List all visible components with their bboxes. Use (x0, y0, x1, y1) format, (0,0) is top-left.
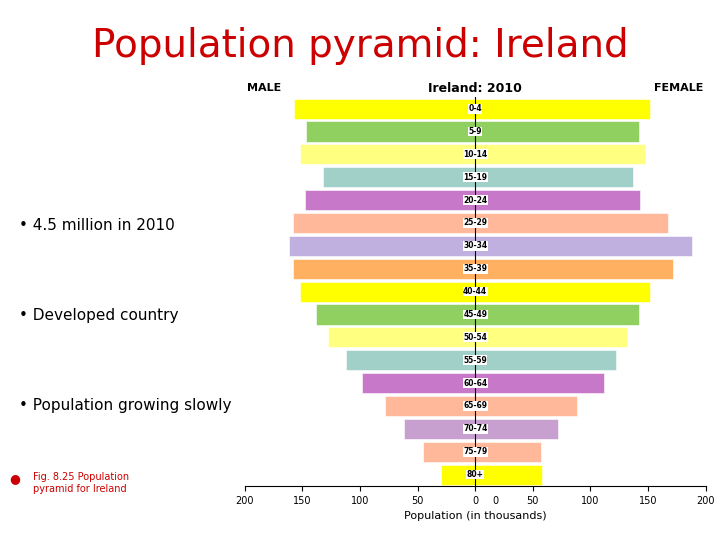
Text: FEMALE: FEMALE (654, 83, 703, 93)
Text: • Developed country: • Developed country (19, 308, 179, 323)
Bar (362, 373, 475, 393)
Bar (441, 464, 475, 484)
Text: 10-14: 10-14 (463, 150, 487, 159)
Text: 60-64: 60-64 (463, 379, 487, 388)
Bar (475, 99, 650, 119)
Bar (475, 350, 616, 370)
Bar (293, 213, 475, 233)
Bar (475, 418, 558, 439)
Text: 20-24: 20-24 (463, 195, 487, 205)
Text: 55-59: 55-59 (464, 356, 487, 364)
Text: 65-69: 65-69 (463, 401, 487, 410)
Bar (475, 373, 604, 393)
Text: 40-44: 40-44 (463, 287, 487, 296)
Text: 35-39: 35-39 (463, 264, 487, 273)
Bar (300, 144, 475, 165)
Text: 45-49: 45-49 (463, 310, 487, 319)
Text: 0: 0 (493, 496, 499, 507)
Bar (475, 236, 692, 256)
Text: 80+: 80+ (467, 470, 484, 479)
Text: • 4.5 million in 2010: • 4.5 million in 2010 (19, 218, 175, 233)
Bar (328, 327, 475, 347)
Bar (289, 236, 475, 256)
Bar (475, 305, 639, 325)
Text: ●: ● (9, 472, 20, 485)
Text: 25-29: 25-29 (463, 219, 487, 227)
Bar (475, 190, 640, 210)
Text: 70-74: 70-74 (463, 424, 487, 433)
Bar (316, 305, 475, 325)
Bar (475, 396, 577, 416)
Text: 5-9: 5-9 (469, 127, 482, 136)
Text: 75-79: 75-79 (463, 447, 487, 456)
Bar (294, 99, 475, 119)
X-axis label: Population (in thousands): Population (in thousands) (404, 511, 546, 521)
Text: 30-34: 30-34 (463, 241, 487, 251)
Bar (475, 259, 673, 279)
Bar (423, 442, 475, 462)
Bar (475, 281, 650, 302)
Bar (475, 327, 627, 347)
Text: Fig. 8.25 Population
pyramid for Ireland: Fig. 8.25 Population pyramid for Ireland (33, 472, 130, 494)
Title: Ireland: 2010: Ireland: 2010 (428, 82, 522, 94)
Text: Population pyramid: Ireland: Population pyramid: Ireland (91, 27, 629, 65)
Bar (475, 213, 667, 233)
Text: MALE: MALE (247, 83, 282, 93)
Text: • Population growing slowly: • Population growing slowly (19, 398, 232, 413)
Bar (475, 167, 633, 187)
Bar (305, 190, 475, 210)
Bar (346, 350, 475, 370)
Bar (475, 464, 542, 484)
Text: 15-19: 15-19 (463, 173, 487, 182)
Bar (300, 281, 475, 302)
Text: 50-54: 50-54 (463, 333, 487, 342)
Bar (293, 259, 475, 279)
Bar (475, 144, 644, 165)
Text: 0-4: 0-4 (469, 104, 482, 113)
Bar (306, 122, 475, 141)
Bar (323, 167, 475, 187)
Bar (475, 442, 541, 462)
Bar (385, 396, 475, 416)
Bar (475, 122, 639, 141)
Bar (404, 418, 475, 439)
